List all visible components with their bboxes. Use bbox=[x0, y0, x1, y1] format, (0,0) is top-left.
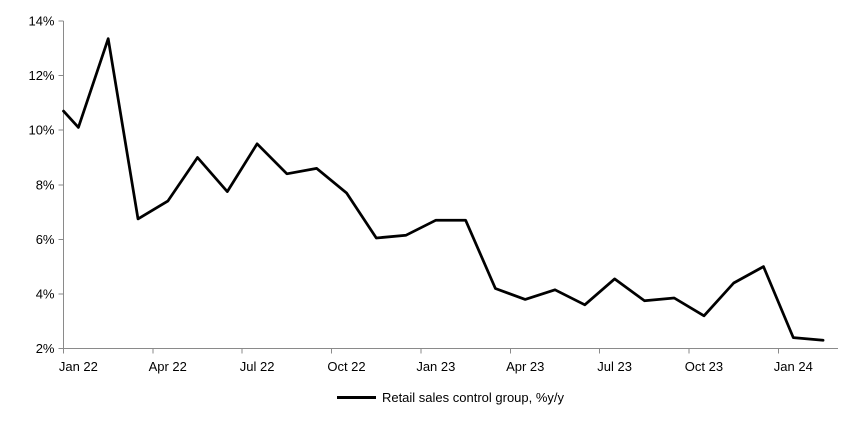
y-axis-tick-label: 2% bbox=[36, 341, 55, 356]
legend-label: Retail sales control group, %y/y bbox=[381, 389, 565, 405]
y-axis-tick-label: 8% bbox=[36, 177, 55, 192]
y-axis-tick-label: 4% bbox=[36, 286, 55, 301]
series-line bbox=[62, 37, 825, 342]
x-axis-tick-label: Apr 22 bbox=[149, 359, 187, 374]
legend: Retail sales control group, %y/y bbox=[63, 388, 838, 406]
x-axis-tick-label: Jan 23 bbox=[416, 359, 455, 374]
y-axis-tick-label: 6% bbox=[36, 232, 55, 247]
legend-line-sample bbox=[336, 395, 376, 399]
x-axis-tick-label: Oct 23 bbox=[685, 359, 723, 374]
x-axis-tick-label: Jul 23 bbox=[597, 359, 632, 374]
x-axis-tick-label: Oct 22 bbox=[327, 359, 365, 374]
x-axis-tick-label: Jan 22 bbox=[59, 359, 98, 374]
x-axis-tick-label: Jan 24 bbox=[774, 359, 813, 374]
x-axis-tick-label: Apr 23 bbox=[506, 359, 544, 374]
y-axis-tick-label: 14% bbox=[28, 14, 54, 29]
y-axis-tick-label: 10% bbox=[28, 123, 54, 138]
x-axis-tick-label: Jul 22 bbox=[240, 359, 275, 374]
y-axis-tick-label: 12% bbox=[28, 68, 54, 83]
